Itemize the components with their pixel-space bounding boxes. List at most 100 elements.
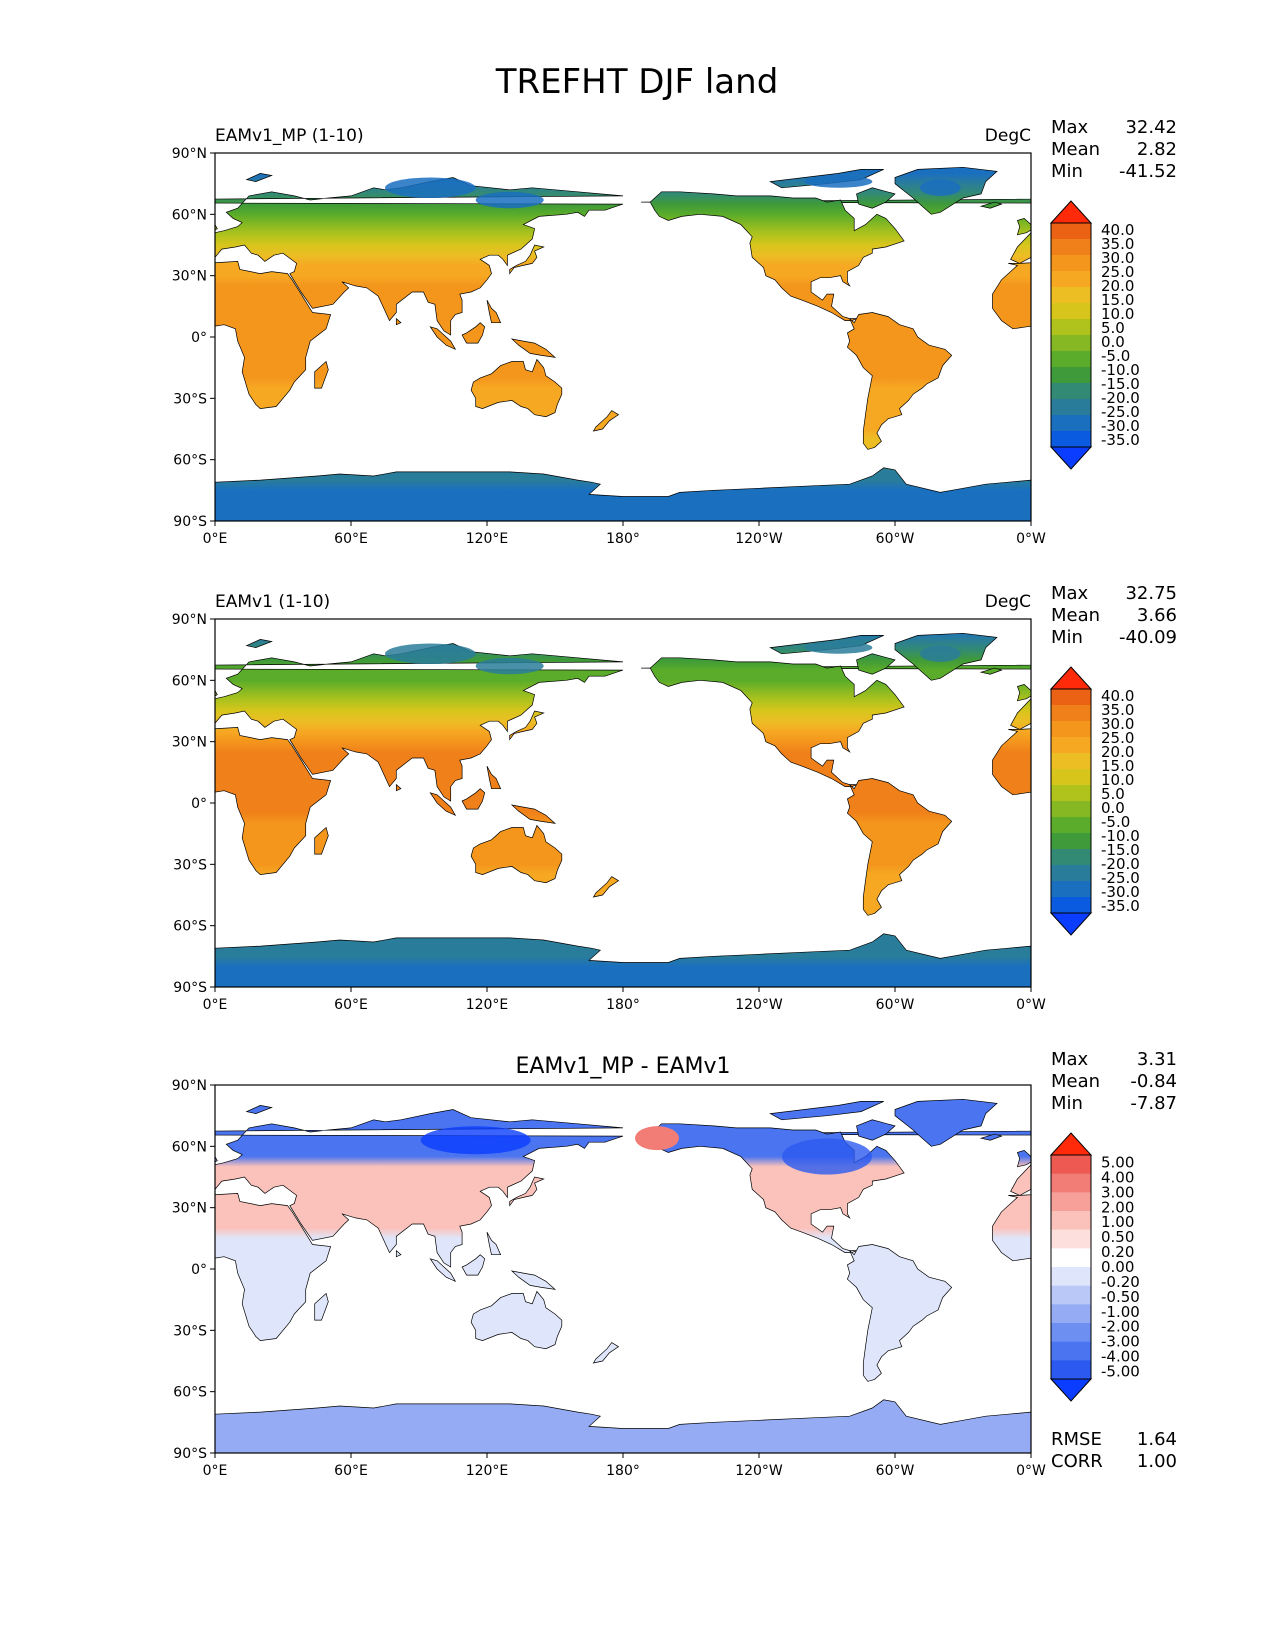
stat-label-mean: Mean (1051, 139, 1100, 160)
lat-tick-label: 30°N (172, 269, 207, 285)
colorbar-tick-label: 15.0 (1101, 291, 1134, 309)
colorbar-tick-label: 35.0 (1101, 701, 1134, 719)
land-japan (509, 710, 545, 741)
cold-region (919, 645, 961, 662)
land-newguinea (510, 338, 557, 358)
land-antarctica (215, 467, 1031, 521)
stat-value-min: -41.52 (1119, 161, 1177, 182)
panel-center-title: EAMv1_MP - EAMv1 (515, 1054, 730, 1079)
colorbar-tick-label: 15.0 (1101, 757, 1134, 775)
land-baffin (856, 187, 896, 209)
colorbar-tick-label: -1.00 (1101, 1303, 1140, 1321)
cold-region (385, 177, 476, 198)
colorbar-bin (1051, 881, 1091, 898)
colorbar-top-extend (1049, 1132, 1093, 1156)
land-madagascar (314, 1292, 329, 1321)
colorbar-bin (1051, 303, 1091, 320)
lat-tick-label: 90°N (172, 1078, 207, 1094)
stat-label-min: Min (1051, 1093, 1083, 1114)
lat-tick-label: 90°N (172, 146, 207, 162)
colorbar-bin (1051, 801, 1091, 818)
land-sumatra (429, 792, 457, 817)
colorbar-tick-label: -35.0 (1101, 897, 1140, 915)
lon-tick-label: 120°E (466, 997, 509, 1013)
colorbar-tick-label: 40.0 (1101, 221, 1134, 239)
colorbar-bin (1051, 255, 1091, 272)
cold-region (919, 179, 961, 196)
colorbar-tick-label: -25.0 (1101, 869, 1140, 887)
land-borneo (461, 322, 486, 344)
colorbar-bin (1051, 1341, 1091, 1361)
colorbar-bin (1051, 1360, 1091, 1380)
colorbar-top-extend (1049, 200, 1093, 224)
panel-units: DegC (985, 126, 1031, 146)
lat-tick-label: 30°S (173, 391, 207, 407)
colorbar-tick-label: 0.50 (1101, 1228, 1134, 1246)
lon-tick-label: 60°E (334, 1463, 368, 1479)
stat-label-max: Max (1051, 583, 1089, 604)
land-svalbard (245, 173, 273, 182)
colorbar-bin (1051, 287, 1091, 304)
colorbar-bin (1051, 415, 1091, 432)
colorbar-tick-label: -5.0 (1101, 813, 1130, 831)
colorbar-bin (1051, 1229, 1091, 1249)
land-philippines (486, 1232, 502, 1256)
land-newzealand (592, 410, 620, 432)
colorbar-bottom-extend (1049, 912, 1093, 936)
colorbar-bin (1051, 399, 1091, 416)
lon-tick-label: 180° (606, 1463, 640, 1479)
land-newzealand (592, 876, 620, 898)
cold-anomaly (782, 1138, 872, 1175)
colorbar-tick-label: -0.50 (1101, 1288, 1140, 1306)
land-baffin (856, 653, 896, 675)
colorbar-bin (1051, 785, 1091, 802)
map-panel-ref: 0°E 60°E 120°E 180° 120°W 60°W 0°W 90°N 60°N 30°N… (172, 583, 1177, 1013)
colorbar-tick-label: 10.0 (1101, 771, 1134, 789)
colorbar: 40.035.030.025.020.015.010.05.00.0-5.0-1… (1049, 666, 1140, 936)
lat-tick-label: 90°S (173, 1446, 207, 1462)
land-sumatra (429, 1258, 457, 1283)
land-iceland-wrap (979, 201, 1003, 209)
land-antarctica (215, 933, 1031, 987)
land-madagascar (314, 360, 329, 389)
colorbar-tick-label: -35.0 (1101, 431, 1140, 449)
land-eurasia (215, 1109, 624, 1268)
stat-value-max: 32.75 (1125, 583, 1177, 604)
land-srilanka (395, 317, 402, 326)
stat-value-rmse: 1.64 (1137, 1429, 1177, 1450)
panel-left-title: EAMv1 (1-10) (215, 592, 330, 612)
land-namerica (649, 191, 905, 321)
land-iceland-wrap (979, 667, 1003, 675)
lon-tick-label: 0°E (203, 1463, 228, 1479)
colorbar-bin (1051, 753, 1091, 770)
lon-tick-label: 0°E (203, 531, 228, 547)
colorbar-tick-label: 5.0 (1101, 319, 1125, 337)
colorbar-bin (1051, 1304, 1091, 1324)
stat-label-corr: CORR (1051, 1451, 1103, 1472)
lon-tick-label: 0°W (1016, 997, 1046, 1013)
land-japan (509, 1176, 545, 1207)
lat-tick-label: 30°S (173, 1323, 207, 1339)
land-australia (470, 1290, 563, 1350)
colorbar-tick-label: -0.20 (1101, 1273, 1140, 1291)
colorbar-tick-label: 10.0 (1101, 305, 1134, 323)
colorbar-top-extend (1049, 666, 1093, 690)
land-philippines (486, 300, 502, 324)
colorbar-frame (1050, 688, 1092, 914)
colorbar-bin (1051, 335, 1091, 352)
colorbar-tick-label: -10.0 (1101, 361, 1140, 379)
colorbar-tick-label: 0.20 (1101, 1243, 1134, 1261)
stat-label-min: Min (1051, 627, 1083, 648)
colorbar-bin (1051, 897, 1091, 914)
stat-value-mean: -0.84 (1130, 1071, 1177, 1092)
colorbar-tick-label: 5.00 (1101, 1153, 1134, 1171)
land-greenland (894, 1098, 998, 1147)
lon-tick-label: 120°E (466, 531, 509, 547)
lon-tick-label: 120°W (735, 997, 783, 1013)
land-archipelago (769, 1101, 884, 1121)
colorbar-tick-label: 0.00 (1101, 1258, 1134, 1276)
colorbar-tick-label: 20.0 (1101, 743, 1134, 761)
land-srilanka (395, 783, 402, 792)
stat-label-rmse: RMSE (1051, 1429, 1102, 1450)
